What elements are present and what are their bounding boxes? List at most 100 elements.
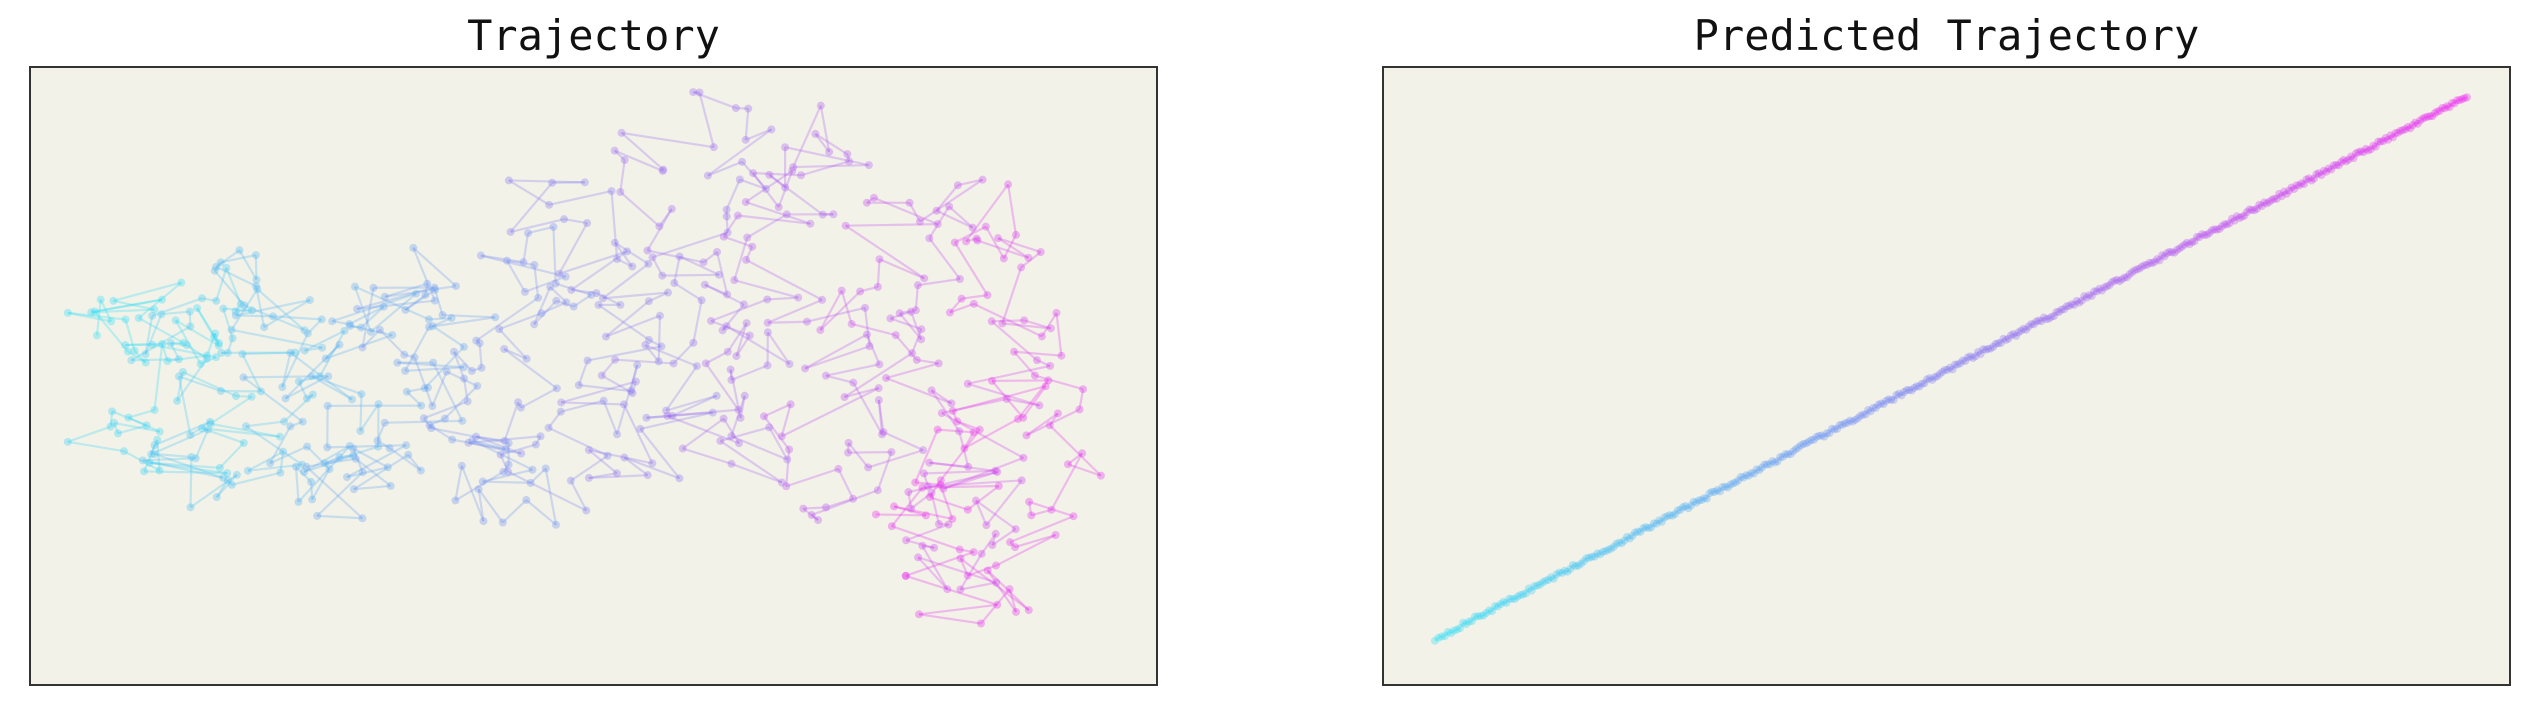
predicted-point <box>2208 226 2217 235</box>
trajectory-point <box>925 493 934 502</box>
trajectory-point <box>699 258 708 267</box>
predicted-segment <box>2303 178 2308 185</box>
trajectory-point <box>425 421 434 430</box>
predicted-point <box>2403 122 2412 131</box>
trajectory-segment <box>1014 350 1062 357</box>
predicted-point <box>2376 137 2385 146</box>
trajectory-segment <box>549 286 568 304</box>
trajectory-point <box>155 427 164 436</box>
trajectory-point <box>925 458 934 467</box>
trajectory-point <box>402 387 411 396</box>
predicted-point <box>1786 450 1795 459</box>
predicted-segment <box>1892 394 1898 401</box>
predicted-point <box>2334 161 2343 170</box>
predicted-point <box>2416 116 2425 125</box>
trajectory-point <box>837 286 846 295</box>
predicted-point <box>2398 126 2407 135</box>
predicted-point <box>1974 347 1983 356</box>
trajectory-segment <box>973 302 1043 338</box>
predicted-segment <box>2111 279 2115 284</box>
predicted-point <box>2065 302 2074 311</box>
trajectory-segment <box>768 426 789 461</box>
predicted-segment <box>1800 442 1805 447</box>
trajectory-segment <box>851 322 897 337</box>
predicted-segment <box>1588 555 1593 559</box>
trajectory-point <box>343 473 352 482</box>
predicted-point <box>2307 176 2316 185</box>
predicted-point <box>1546 573 1555 582</box>
predicted-segment <box>1999 338 2005 344</box>
trajectory-point <box>971 496 980 505</box>
predicted-point <box>2342 157 2351 166</box>
trajectory-segment <box>1017 379 1050 420</box>
predicted-point <box>1679 503 1688 512</box>
predicted-segment <box>1599 551 1604 556</box>
predicted-point <box>1533 581 1542 590</box>
trajectory-segment <box>238 249 258 281</box>
predicted-segment <box>2387 134 2392 141</box>
trajectory-segment <box>890 310 912 320</box>
predicted-point <box>1871 403 1880 412</box>
trajectory-point <box>506 227 515 236</box>
trajectory-segment <box>412 247 436 302</box>
trajectory-segment <box>899 309 917 315</box>
predicted-point <box>2354 148 2363 157</box>
trajectory-segment <box>317 514 363 520</box>
predicted-segment <box>2243 211 2248 217</box>
trajectory-point <box>908 349 917 358</box>
trajectory-segment <box>682 447 732 465</box>
predicted-segment <box>1857 415 1862 420</box>
trajectory-point <box>803 317 812 326</box>
predicted-segment <box>1727 483 1732 489</box>
trajectory-segment <box>384 285 457 298</box>
predicted-point <box>1681 502 1690 511</box>
trajectory-point <box>613 430 622 439</box>
trajectory-segment <box>905 523 949 542</box>
trajectory-segment <box>522 232 530 263</box>
predicted-segment <box>2183 241 2188 246</box>
trajectory-point <box>321 354 330 363</box>
trajectory-segment <box>452 351 466 379</box>
trajectory-segment <box>269 425 292 464</box>
predicted-point <box>1544 575 1553 584</box>
predicted-segment <box>2389 134 2394 139</box>
trajectory-segment <box>499 454 510 473</box>
trajectory-segment <box>648 291 669 303</box>
trajectory-segment <box>533 286 552 325</box>
trajectory-segment <box>746 213 788 239</box>
predicted-segment <box>2163 252 2168 257</box>
trajectory-point <box>668 411 677 420</box>
predicted-segment <box>2048 315 2053 320</box>
predicted-segment <box>1497 603 1502 608</box>
predicted-segment <box>1895 392 1900 397</box>
trajectory-segment <box>297 381 308 400</box>
trajectory-point <box>939 484 948 493</box>
predicted-point <box>1996 339 2005 348</box>
predicted-segment <box>1834 427 1838 431</box>
predicted-point <box>2349 154 2358 163</box>
trajectory-point <box>239 438 248 447</box>
trajectory-segment <box>1067 452 1083 466</box>
trajectory-segment <box>67 440 125 453</box>
predicted-point <box>1948 365 1957 374</box>
predicted-point <box>2421 113 2430 122</box>
predicted-point <box>1912 382 1921 391</box>
predicted-point <box>1552 570 1561 579</box>
trajectory-point <box>404 450 413 459</box>
trajectory-segment <box>471 366 482 372</box>
trajectory-point <box>256 387 265 396</box>
predicted-point <box>1887 395 1896 404</box>
predicted-segment <box>1700 497 1705 501</box>
trajectory-segment <box>196 307 220 344</box>
trajectory-point <box>472 336 481 345</box>
trajectory-point <box>915 217 924 226</box>
trajectory-segment <box>348 305 385 326</box>
predicted-point <box>2072 296 2081 305</box>
trajectory-segment <box>67 311 112 323</box>
trajectory-segment <box>1023 319 1052 330</box>
trajectory-point <box>428 402 437 411</box>
trajectory-point <box>357 323 366 332</box>
trajectory-point <box>937 409 946 418</box>
predicted-point <box>1935 370 1944 379</box>
trajectory-segment <box>453 350 473 372</box>
